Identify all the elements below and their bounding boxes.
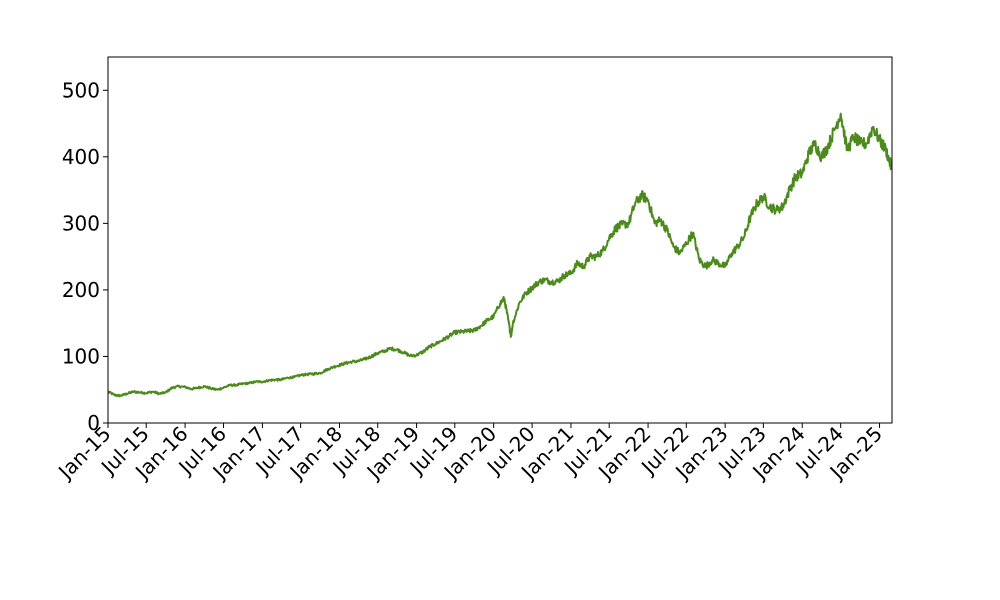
series-layer xyxy=(107,112,893,398)
y-tick-label: 0 xyxy=(87,411,100,435)
x-axis: Jan-15Jul-15Jan-16Jul-16Jan-17Jul-17Jan-… xyxy=(52,422,887,485)
y-tick-label: 100 xyxy=(62,344,100,368)
y-tick-label: 400 xyxy=(62,145,100,169)
y-tick-label: 200 xyxy=(62,278,100,302)
y-axis: 0 100 200 300 400 500 xyxy=(62,78,108,435)
y-tick-label: 300 xyxy=(62,211,100,235)
plot-frame xyxy=(107,56,893,424)
y-tick-label: 500 xyxy=(62,78,100,102)
series-line xyxy=(107,112,893,398)
